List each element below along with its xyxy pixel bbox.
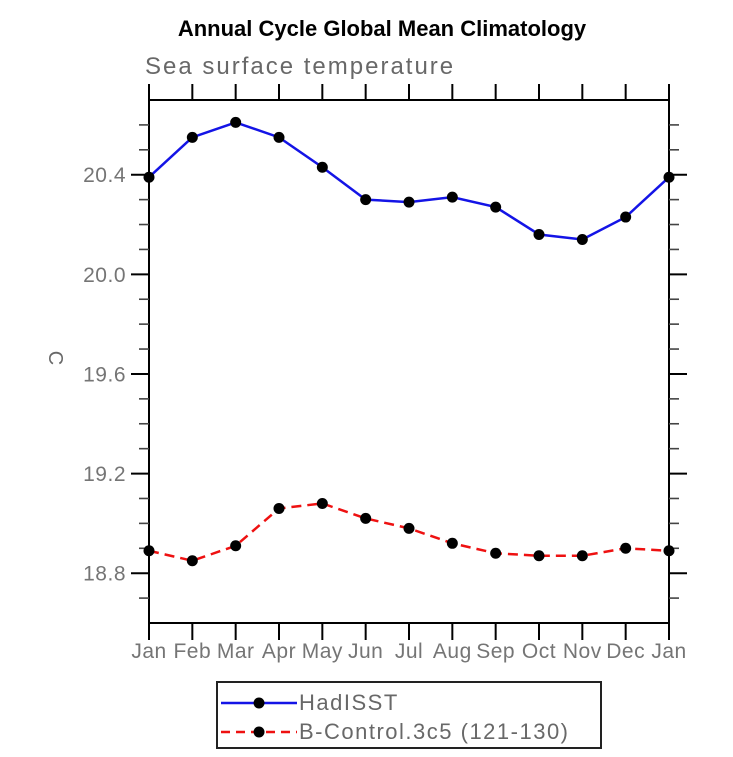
x-tick-label: Feb	[173, 640, 211, 663]
x-tick-label: Jun	[348, 640, 383, 663]
b-control-3c5-121-130-marker	[576, 550, 588, 562]
x-tick-label: Jul	[395, 640, 423, 663]
hadisst-marker	[316, 161, 328, 173]
hadisst-marker	[620, 211, 632, 223]
legend-item-hadisst: HadISST	[221, 688, 399, 718]
legend-marker-dot	[253, 697, 265, 709]
plot-frame	[148, 99, 670, 624]
b-control-3c5-121-130-marker	[403, 522, 415, 534]
b-control-3c5-121-130-marker	[230, 540, 242, 552]
x-tick-label: Dec	[606, 640, 645, 663]
y-tick-label: 20.4	[83, 164, 126, 187]
legend-box: HadISST B-Control.3c5 (121-130)	[216, 681, 602, 749]
hadisst-marker	[273, 131, 285, 143]
b-control-3c5-121-130-marker	[533, 550, 545, 562]
y-tick-label: 19.6	[83, 363, 126, 386]
hadisst-marker	[360, 194, 372, 206]
hadisst-marker	[230, 116, 242, 128]
legend-marker-dot	[253, 726, 265, 738]
y-tick-label: 18.8	[83, 563, 126, 586]
x-tick-label: Jan	[131, 640, 166, 663]
hadisst-line	[148, 121, 670, 241]
b-control-3c5-121-130-marker	[490, 547, 502, 559]
b-control-3c5-121-130-marker	[360, 512, 372, 524]
hadisst-marker	[533, 228, 545, 240]
legend-item-b-control: B-Control.3c5 (121-130)	[221, 717, 570, 747]
chart-title: Annual Cycle Global Mean Climatology	[177, 16, 587, 41]
hadisst-marker	[446, 191, 458, 203]
x-tick-label: May	[302, 640, 343, 663]
x-tick-label: Aug	[433, 640, 472, 663]
b-control-3c5-121-130-marker	[186, 555, 198, 567]
x-tick-label: Jan	[651, 640, 686, 663]
x-tick-label: Mar	[217, 640, 255, 663]
b-control-3c5-121-130-marker	[273, 502, 285, 514]
b-control-3c5-121-130-marker	[143, 545, 155, 557]
x-tick-label: Sep	[476, 640, 515, 663]
b-control-3c5-121-130-marker	[663, 545, 675, 557]
b-control-3c5-121-130-marker	[620, 542, 632, 554]
y-tick-label: 20.0	[83, 264, 126, 287]
hadisst-marker	[403, 196, 415, 208]
b-control-3c5-121-130-marker	[446, 537, 458, 549]
hadisst-marker	[576, 233, 588, 245]
hadisst-marker	[663, 171, 675, 183]
x-tick-label: Oct	[522, 640, 556, 663]
legend-label-b-control: B-Control.3c5 (121-130)	[299, 719, 570, 744]
legend-line-sample-dashed	[221, 726, 297, 738]
hadisst-marker	[186, 131, 198, 143]
chart-subtitle: Sea surface temperature	[145, 53, 456, 80]
hadisst-marker	[143, 171, 155, 183]
hadisst-marker	[490, 201, 502, 213]
legend-line-sample-solid	[221, 697, 297, 709]
b-control-3c5-121-130-marker	[316, 497, 328, 509]
y-tick-label: 19.2	[83, 463, 126, 486]
x-tick-label: Nov	[563, 640, 602, 663]
legend-label-hadisst: HadISST	[299, 690, 399, 715]
x-tick-label: Apr	[262, 640, 296, 663]
